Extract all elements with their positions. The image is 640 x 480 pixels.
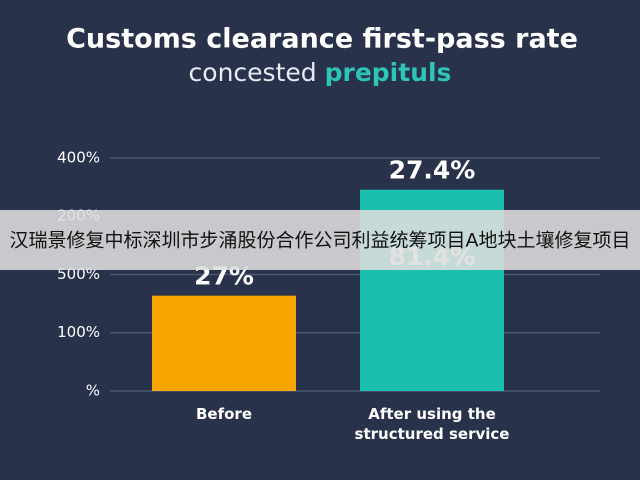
x-tick-label: Before: [195, 405, 252, 423]
x-tick-label: After using the structured service: [354, 405, 510, 443]
bar: [152, 295, 296, 391]
y-tick-label: %: [86, 382, 100, 400]
y-tick-label: 100%: [57, 323, 100, 341]
value-label: 27.4%: [389, 156, 476, 185]
subtitle-light: concested: [189, 58, 317, 87]
chart-title: Customs clearance first-pass rate: [66, 24, 578, 55]
chart-subtitle: concested prepituls: [189, 58, 452, 87]
banner-bg: [0, 210, 640, 270]
banner-text: 汉瑞景修复中标深圳市步涌股份合作公司利益统筹项目A地块土壤修复项目: [10, 230, 631, 252]
y-tick-label: 400%: [57, 148, 100, 166]
subtitle-bold: prepituls: [325, 58, 452, 87]
